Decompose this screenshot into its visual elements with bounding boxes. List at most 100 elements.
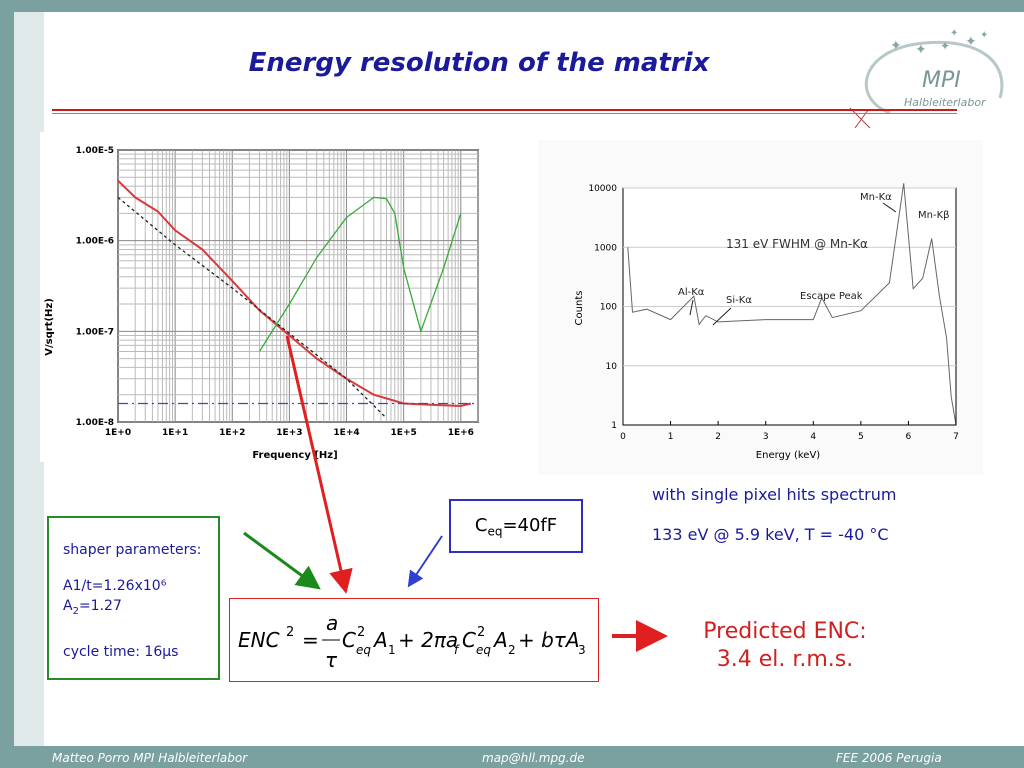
enc-formula-box: ENC 2 = a τ C 2 eq A 1 + 2πa f C 2 eq A …	[229, 598, 599, 682]
svg-text:✦: ✦	[940, 39, 950, 53]
spectrum-xtick-label: 7	[953, 432, 959, 442]
noise-xtick-label: 1E+4	[333, 428, 359, 438]
spectrum-xtick-label: 1	[668, 432, 674, 442]
enc-formula: ENC 2 = a τ C 2 eq A 1 + 2πa f C 2 eq A …	[238, 611, 586, 672]
predicted-enc-line1: Predicted ENC:	[703, 619, 867, 644]
spectrum-grid	[622, 187, 957, 426]
peak-label-sika: Si-Kα	[726, 295, 752, 306]
peak-label-escape: Escape Peak	[800, 291, 863, 302]
peak-pointers	[689, 202, 897, 326]
noise-transfer-curve	[258, 196, 462, 352]
shaper-cycle: cycle time: 16μs	[63, 643, 179, 660]
logo-main: MPI	[922, 68, 961, 93]
svg-text:✦: ✦	[950, 28, 958, 39]
formula-lhs-exp: 2	[286, 625, 294, 640]
spectrum-xtick-label: 0	[620, 432, 626, 442]
formula-frac-num: a	[326, 611, 338, 635]
footer-email: map@hll.mpg.de	[482, 751, 585, 765]
formula-a3-sub: 3	[578, 643, 586, 657]
slide-title: Energy resolution of the matrix	[248, 48, 710, 78]
ceq-value: =40fF	[502, 515, 558, 536]
formula-a2: A	[492, 628, 508, 652]
spectrum-ytick-label: 100	[600, 303, 617, 313]
spectrum-xtick-label: 3	[763, 432, 769, 442]
spectrum-series	[627, 183, 957, 426]
formula-plus1: + 2πa	[398, 628, 458, 652]
shaper-a2-sub: 2	[72, 605, 79, 617]
noise-spectrum-plot: 1.00E-5 1.00E-6 1.00E-7 1.00E-8 1E+0 1E+1 1E+2…	[40, 132, 485, 462]
shaper-heading: shaper parameters:	[63, 542, 202, 558]
shaper-a2-value: =1.27	[78, 598, 122, 614]
ceq-letter: C	[474, 515, 488, 536]
noise-ylabel: V/sqrt(Hz)	[44, 298, 55, 356]
mpi-logo: ✦ ✦ ✦ ✦ ✦ ✦ MPI Halbleiterlabor	[830, 18, 1020, 138]
frame-left	[0, 0, 14, 746]
spectrum-ytick-label: 10000	[588, 184, 617, 194]
footer-author: Matteo Porro MPI Halbleiterlabor	[52, 751, 248, 765]
noise-plot-frame	[117, 149, 479, 423]
noise-xtick-label: 1E+3	[276, 428, 302, 438]
noise-spectrum-svg: 1.00E-5 1.00E-6 1.00E-7 1.00E-81E+0 1E+1 1E+2…	[44, 146, 479, 461]
noise-ytick-label: 1.00E-8	[76, 418, 114, 428]
formula-plus2: + bτA	[518, 628, 580, 652]
noise-xtick-label: 1E+2	[219, 428, 245, 438]
footer-conference: FEE 2006 Perugia	[836, 751, 942, 765]
noise-xlabel: Frequency [Hz]	[252, 450, 337, 461]
ceq-sub: eq	[487, 524, 503, 539]
shaper-a2: A2=1.27	[63, 596, 218, 622]
svg-text:✦: ✦	[915, 42, 927, 58]
shaper-parameters-box: shaper parameters: A1/t=1.26x10⁶ A2=1.27…	[47, 516, 220, 680]
fwhm-annotation: 131 eV FWHM @ Mn-Kα	[726, 237, 868, 251]
peak-label-mnkb: Mn-Kβ	[918, 210, 950, 221]
side-stripe	[14, 12, 44, 746]
shaper-a2-letter: A	[63, 598, 73, 614]
predicted-enc-line2: 3.4 el. r.m.s.	[716, 647, 854, 672]
spectrum-xlabel: Energy (keV)	[756, 450, 821, 461]
spectrum-note-2: 133 eV @ 5.9 keV, T = -40 °C	[652, 525, 889, 544]
logo-tracks	[849, 107, 871, 129]
formula-af-sub: f	[454, 643, 460, 657]
logo-graphic: ✦ ✦ ✦ ✦ ✦ ✦	[849, 28, 1004, 129]
spectrum-ylabel: Counts	[574, 291, 585, 326]
formula-c1: C	[342, 628, 356, 652]
formula-c1-sub: eq	[356, 643, 371, 657]
formula-eq: =	[302, 628, 319, 652]
title-rule	[52, 109, 957, 111]
spectrum-note-1: with single pixel hits spectrum	[652, 485, 897, 504]
spectrum-xtick-label: 6	[906, 432, 912, 442]
frame-top	[0, 0, 1024, 12]
title-rule-shadow	[52, 113, 957, 114]
noise-ytick-label: 1.00E-6	[76, 237, 114, 247]
noise-ytick-label: 1.00E-7	[76, 327, 114, 337]
spectrum-xtick-label: 5	[858, 432, 864, 442]
noise-xtick-label: 1E+6	[448, 428, 474, 438]
logo-sub: Halbleiterlabor	[904, 96, 986, 109]
spectrum-ytick-label: 1000	[594, 243, 617, 253]
formula-frac-den: τ	[325, 648, 338, 672]
spectrum-curve	[627, 183, 957, 426]
svg-text:✦: ✦	[980, 30, 988, 41]
noise-xtick-label: 1E+1	[162, 428, 188, 438]
formula-a2-sub: 2	[508, 643, 516, 657]
noise-ytick-label: 1.00E-5	[76, 146, 114, 156]
formula-a1-sub: 1	[388, 643, 396, 657]
xray-spectrum-plot: 10000 1000 100 10 1 0 1 2 3 4 5 6 7 Counts Energy (k…	[538, 140, 983, 475]
svg-text:✦: ✦	[965, 34, 977, 50]
noise-grid	[117, 149, 479, 423]
noise-measured-curve	[117, 179, 472, 408]
logo-stars: ✦ ✦ ✦ ✦ ✦ ✦	[890, 28, 988, 58]
formula-c2: C	[462, 628, 476, 652]
shaper-a1: A1/t=1.26x10⁶	[63, 578, 167, 594]
peak-label-mnka: Mn-Kα	[860, 192, 892, 203]
formula-c1-exp: 2	[357, 625, 365, 640]
noise-xtick-label: 1E+5	[391, 428, 417, 438]
svg-text:✦: ✦	[890, 38, 902, 54]
formula-c2-sub: eq	[476, 643, 491, 657]
formula-c2-exp: 2	[477, 625, 485, 640]
peak-label-alka: Al-Kα	[678, 287, 705, 298]
noise-xtick-label: 1E+0	[105, 428, 131, 438]
ceq-box: Ceq=40fF	[449, 499, 583, 553]
predicted-enc: Predicted ENC: 3.4 el. r.m.s.	[640, 618, 930, 674]
